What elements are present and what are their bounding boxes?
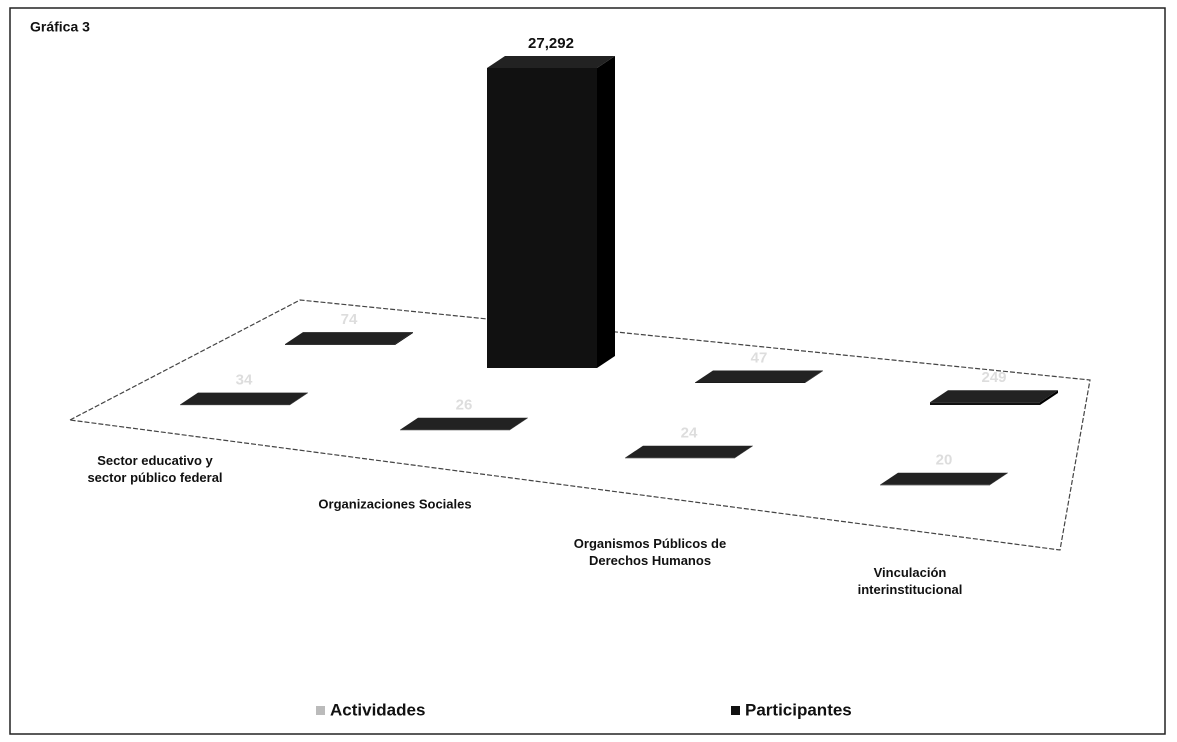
bar-front [880, 484, 990, 486]
legend-swatch [316, 706, 325, 715]
bar-top [625, 445, 753, 458]
bar [400, 417, 528, 431]
value-label: 24 [681, 425, 698, 442]
value-label: 20 [936, 452, 953, 469]
bar-side [597, 56, 615, 368]
bar-front [400, 429, 510, 431]
legend-label: Actividades [330, 700, 425, 719]
bar-top [930, 390, 1058, 403]
bar [625, 445, 753, 459]
x-tick-label: Organizaciones Sociales [318, 496, 471, 511]
x-tick-label: Sector educativo y sector público federal [87, 453, 222, 485]
bar-side [290, 392, 308, 405]
bar [180, 392, 308, 406]
bar [930, 390, 1058, 405]
legend-label: Participantes [745, 700, 852, 719]
chart-title: Gráfica 3 [30, 19, 90, 35]
bar-front [625, 457, 735, 459]
bar-front [930, 402, 1040, 405]
bar-side [805, 370, 823, 383]
bar-top [285, 332, 413, 345]
x-tick-label: Organismos Públicos de Derechos Humanos [574, 536, 726, 568]
bar-side [1040, 390, 1058, 405]
legend-swatch [731, 706, 740, 715]
bar-top [400, 417, 528, 430]
bar-top [695, 370, 823, 383]
value-label: 26 [456, 397, 473, 414]
bar [880, 472, 1008, 486]
bar-front [285, 344, 395, 345]
x-tick-label: Vinculación interinstitucional [858, 565, 963, 597]
bar-top [180, 392, 308, 405]
value-label: 249 [981, 369, 1006, 386]
bar-front [695, 382, 805, 383]
floor [68, 299, 1091, 551]
value-label: 74 [341, 311, 358, 328]
bar-top [880, 472, 1008, 485]
bar-front [487, 68, 597, 368]
bar-side [735, 445, 753, 458]
bar-side [990, 472, 1008, 485]
bar-side [395, 332, 413, 345]
bar [487, 56, 615, 368]
bar-top [487, 56, 615, 68]
bar-side [510, 417, 528, 430]
bar [695, 370, 823, 383]
bar [285, 332, 413, 345]
bar-front [180, 404, 290, 406]
value-label: 27,292 [528, 35, 574, 52]
value-label: 47 [751, 349, 768, 366]
value-label: 34 [236, 372, 253, 389]
